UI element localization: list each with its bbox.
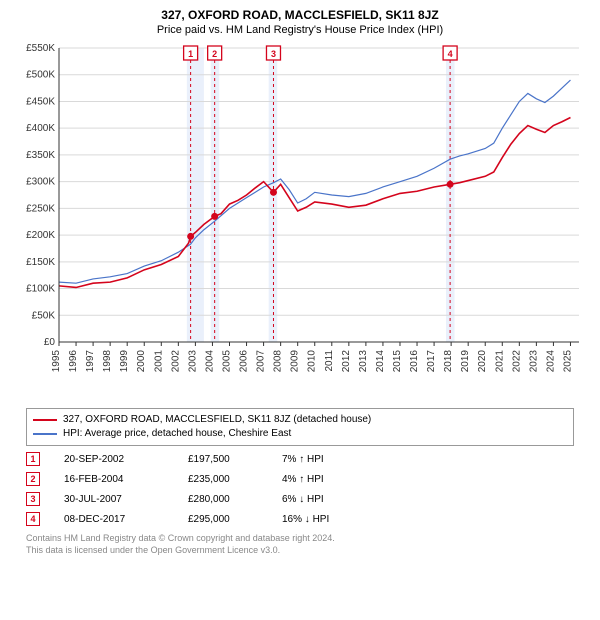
transaction-diff: 6% ↓ HPI bbox=[282, 494, 382, 505]
svg-text:2017: 2017 bbox=[426, 350, 437, 373]
transaction-marker: 3 bbox=[26, 492, 40, 506]
svg-text:2008: 2008 bbox=[273, 350, 284, 373]
svg-text:£100K: £100K bbox=[26, 284, 55, 295]
transaction-marker: 2 bbox=[26, 472, 40, 486]
transaction-marker: 4 bbox=[26, 512, 40, 526]
svg-text:£300K: £300K bbox=[26, 177, 55, 188]
svg-text:2018: 2018 bbox=[443, 350, 454, 373]
svg-text:2000: 2000 bbox=[136, 350, 147, 373]
footer-text: Contains HM Land Registry data © Crown c… bbox=[26, 532, 574, 556]
chart-svg: £0 £50K £100K £150K £200K £250K £300K £350K £400… bbox=[15, 42, 585, 402]
transaction-date: 20-SEP-2002 bbox=[64, 454, 164, 465]
chart-area: £0 £50K £100K £150K £200K £250K £300K £350K £400… bbox=[15, 42, 585, 402]
legend-label-red: 327, OXFORD ROAD, MACCLESFIELD, SK11 8JZ… bbox=[63, 413, 371, 427]
transaction-price: £295,000 bbox=[188, 514, 258, 525]
svg-text:£150K: £150K bbox=[26, 257, 55, 268]
svg-text:2019: 2019 bbox=[460, 350, 471, 373]
transaction-marker: 1 bbox=[26, 452, 40, 466]
transaction-row: 3 30-JUL-2007 £280,000 6% ↓ HPI bbox=[26, 492, 574, 506]
svg-text:1996: 1996 bbox=[68, 350, 79, 373]
transaction-diff: 7% ↑ HPI bbox=[282, 454, 382, 465]
svg-text:2016: 2016 bbox=[409, 350, 420, 373]
transaction-price: £235,000 bbox=[188, 474, 258, 485]
chart-title: 327, OXFORD ROAD, MACCLESFIELD, SK11 8JZ bbox=[10, 8, 590, 22]
transaction-row: 1 20-SEP-2002 £197,500 7% ↑ HPI bbox=[26, 452, 574, 466]
svg-text:£500K: £500K bbox=[26, 70, 55, 81]
svg-text:2011: 2011 bbox=[324, 350, 335, 372]
svg-text:£400K: £400K bbox=[26, 123, 55, 134]
transactions-list: 1 20-SEP-2002 £197,500 7% ↑ HPI 2 16-FEB-2004… bbox=[26, 452, 574, 526]
svg-text:£0: £0 bbox=[44, 337, 56, 348]
legend-swatch-red bbox=[33, 419, 57, 422]
svg-text:2023: 2023 bbox=[528, 350, 539, 373]
legend-label-blue: HPI: Average price, detached house, Ches… bbox=[63, 427, 291, 441]
svg-text:2005: 2005 bbox=[221, 350, 232, 373]
svg-text:2006: 2006 bbox=[239, 350, 250, 373]
footer-line-2: This data is licensed under the Open Gov… bbox=[26, 544, 574, 556]
svg-text:2003: 2003 bbox=[187, 350, 198, 373]
svg-text:2010: 2010 bbox=[307, 350, 318, 373]
page-container: 327, OXFORD ROAD, MACCLESFIELD, SK11 8JZ… bbox=[0, 0, 600, 568]
legend-swatch-blue bbox=[33, 433, 57, 435]
transaction-date: 16-FEB-2004 bbox=[64, 474, 164, 485]
transaction-diff: 4% ↑ HPI bbox=[282, 474, 382, 485]
svg-text:2: 2 bbox=[212, 49, 217, 59]
svg-text:1999: 1999 bbox=[119, 350, 130, 373]
svg-text:£200K: £200K bbox=[26, 230, 55, 241]
svg-text:2014: 2014 bbox=[375, 350, 386, 373]
transaction-row: 4 08-DEC-2017 £295,000 16% ↓ HPI bbox=[26, 512, 574, 526]
chart-subtitle: Price paid vs. HM Land Registry's House … bbox=[10, 24, 590, 36]
transaction-date: 08-DEC-2017 bbox=[64, 514, 164, 525]
svg-text:2009: 2009 bbox=[290, 350, 301, 373]
footer-line-1: Contains HM Land Registry data © Crown c… bbox=[26, 532, 574, 544]
transaction-date: 30-JUL-2007 bbox=[64, 494, 164, 505]
transaction-row: 2 16-FEB-2004 £235,000 4% ↑ HPI bbox=[26, 472, 574, 486]
svg-text:2012: 2012 bbox=[341, 350, 352, 373]
svg-text:2021: 2021 bbox=[494, 350, 505, 373]
svg-text:4: 4 bbox=[448, 49, 453, 59]
svg-text:2020: 2020 bbox=[477, 350, 488, 373]
svg-text:2025: 2025 bbox=[562, 350, 573, 373]
svg-text:2024: 2024 bbox=[545, 350, 556, 373]
svg-text:1997: 1997 bbox=[85, 350, 96, 373]
svg-text:£50K: £50K bbox=[32, 310, 56, 321]
svg-text:2002: 2002 bbox=[170, 350, 181, 373]
svg-text:£250K: £250K bbox=[26, 203, 55, 214]
svg-text:1998: 1998 bbox=[102, 350, 113, 373]
svg-text:3: 3 bbox=[271, 49, 276, 59]
svg-text:£450K: £450K bbox=[26, 96, 55, 107]
svg-text:£350K: £350K bbox=[26, 150, 55, 161]
svg-text:2015: 2015 bbox=[392, 350, 403, 373]
svg-text:2001: 2001 bbox=[153, 350, 164, 373]
transaction-price: £197,500 bbox=[188, 454, 258, 465]
legend-row-blue: HPI: Average price, detached house, Ches… bbox=[33, 427, 567, 441]
svg-text:2022: 2022 bbox=[511, 350, 522, 373]
svg-text:2013: 2013 bbox=[358, 350, 369, 373]
svg-text:£550K: £550K bbox=[26, 43, 55, 54]
legend-row-red: 327, OXFORD ROAD, MACCLESFIELD, SK11 8JZ… bbox=[33, 413, 567, 427]
svg-text:2004: 2004 bbox=[204, 350, 215, 373]
transaction-price: £280,000 bbox=[188, 494, 258, 505]
svg-text:2007: 2007 bbox=[256, 350, 267, 373]
legend-box: 327, OXFORD ROAD, MACCLESFIELD, SK11 8JZ… bbox=[26, 408, 574, 446]
svg-text:1: 1 bbox=[188, 49, 193, 59]
svg-text:1995: 1995 bbox=[51, 350, 62, 373]
transaction-diff: 16% ↓ HPI bbox=[282, 514, 382, 525]
